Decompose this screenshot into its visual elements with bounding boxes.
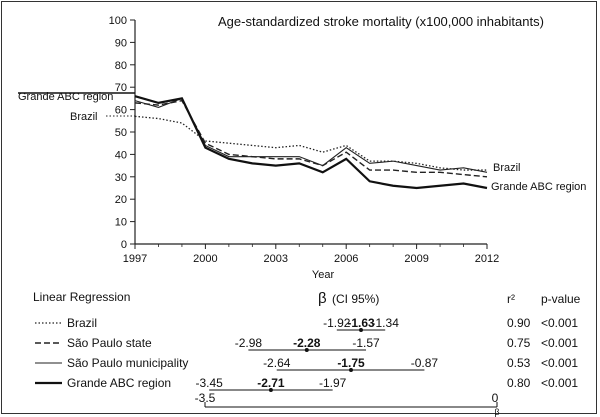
series-line-brazil bbox=[134, 115, 487, 171]
series-line-grande-abc-region bbox=[134, 95, 488, 190]
regression-heading: Linear Regression bbox=[33, 290, 130, 304]
x-tick-label: 2006 bbox=[334, 253, 358, 265]
beta-point-s-o-paulo-state bbox=[304, 348, 309, 352]
ci-lower-label: -3.45 bbox=[195, 376, 223, 390]
x-tick-label: 2003 bbox=[264, 253, 288, 265]
r2-value: 0.80 bbox=[507, 376, 531, 390]
y-tick-label: 50 bbox=[115, 127, 127, 139]
left-label-brazil: Brazil bbox=[70, 111, 98, 123]
left-label-grande-abc: Grande ABC region bbox=[18, 91, 113, 103]
r2-value: 0.90 bbox=[507, 316, 531, 330]
y-tick-label: 100 bbox=[109, 15, 127, 27]
ci-header: (CI 95%) bbox=[332, 292, 379, 306]
p-value: <0.001 bbox=[541, 376, 578, 390]
beta-axis-min-label: -3.5 bbox=[195, 391, 216, 405]
beta-point-brazil bbox=[359, 328, 364, 332]
x-tick-label: 2012 bbox=[475, 253, 499, 265]
ci-lower-label: -2.98 bbox=[235, 336, 263, 350]
y-tick-label: 30 bbox=[115, 172, 127, 184]
r2-header: r² bbox=[507, 292, 515, 306]
y-tick-label: 10 bbox=[115, 217, 127, 229]
x-tick-label: 2000 bbox=[193, 253, 217, 265]
ci-upper-label: -1.57 bbox=[352, 336, 380, 350]
right-label-grande-abc: Grande ABC region bbox=[491, 181, 586, 193]
p-value-header: p-value bbox=[541, 292, 581, 306]
regression-row-name: Brazil bbox=[67, 316, 97, 330]
r2-value: 0.53 bbox=[507, 356, 531, 370]
right-label-brazil: Brazil bbox=[493, 162, 521, 174]
chart-title: Age-standardized stroke mortality (x100,… bbox=[218, 14, 544, 29]
y-tick-label: 20 bbox=[115, 194, 127, 206]
y-tick-label: 90 bbox=[115, 37, 127, 49]
y-tick-label: 40 bbox=[115, 149, 127, 161]
ci-upper-label: -0.87 bbox=[411, 356, 439, 370]
beta-label: -2.28 bbox=[293, 336, 321, 350]
beta-label: -1.75 bbox=[337, 356, 365, 370]
r2-value: 0.75 bbox=[507, 336, 531, 350]
p-value: <0.001 bbox=[541, 356, 578, 370]
x-axis-label: Year bbox=[312, 269, 335, 281]
x-tick-label: 1997 bbox=[123, 253, 147, 265]
regression-row-name: São Paulo municipality bbox=[67, 356, 188, 370]
ci-lower-label: -2.64 bbox=[263, 356, 291, 370]
beta-label: -2.71 bbox=[257, 376, 285, 390]
beta-point-s-o-paulo-municipality bbox=[349, 368, 353, 372]
beta-header: β bbox=[318, 290, 327, 307]
p-value: <0.001 bbox=[541, 316, 578, 330]
ci-upper-label: -1.34 bbox=[372, 316, 400, 330]
beta-label: -1.63 bbox=[347, 316, 375, 330]
ci-upper-label: -1.97 bbox=[319, 376, 347, 390]
y-tick-label: 0 bbox=[121, 239, 127, 251]
beta-axis-max-label: 0 bbox=[492, 391, 499, 405]
y-tick-label: 60 bbox=[115, 105, 127, 117]
y-tick-label: 80 bbox=[115, 60, 127, 72]
regression-row-name: Grande ABC region bbox=[67, 376, 171, 390]
y-tick-label: 70 bbox=[115, 82, 127, 94]
ci-lower-label: -1.92 bbox=[323, 316, 351, 330]
beta-axis-label: β bbox=[494, 407, 499, 417]
regression-row-name: São Paulo state bbox=[67, 336, 152, 350]
beta-point-grande-abc-region bbox=[268, 388, 273, 392]
x-tick-label: 2009 bbox=[404, 253, 428, 265]
p-value: <0.001 bbox=[541, 336, 578, 350]
